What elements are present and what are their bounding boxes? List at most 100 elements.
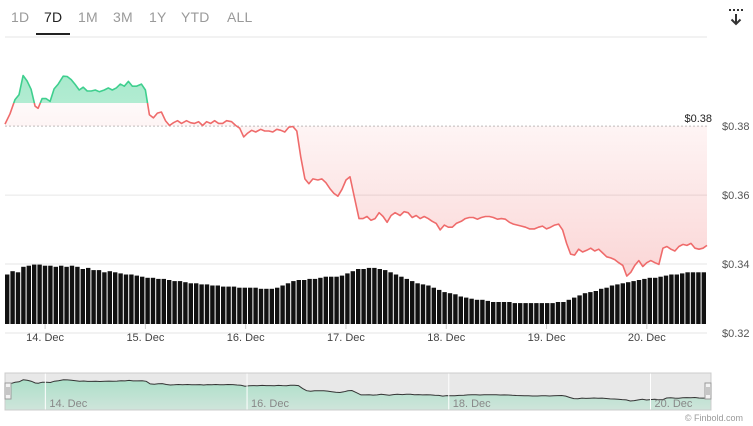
volume-bar [577,295,582,324]
x-tick-label: 18. Dec [427,332,465,344]
volume-bar [167,280,172,324]
volume-bar [480,299,485,324]
volume-bar [669,274,674,324]
navigator-tick-label: 18. Dec [453,398,491,410]
volume-bar [75,266,80,324]
volume-bar [653,277,658,324]
navigator-tick-label: 16. Dec [251,398,289,410]
volume-bar [388,272,393,324]
y-tick-label: $0.38 [722,121,750,133]
navigator[interactable]: 14. Dec 16. Dec 18. Dec 20. Dec [4,372,712,411]
navigator-tick-label: 14. Dec [49,398,87,410]
volume-bar [275,287,280,324]
volume-bar [383,270,388,324]
tab-ytd[interactable]: YTD [181,9,210,25]
volume-bar [561,302,566,324]
volume-bar [188,283,193,324]
volume-bar [685,272,690,324]
tab-1y[interactable]: 1Y [149,9,167,25]
active-tab-indicator [36,33,70,35]
volume-bar [534,303,539,324]
volume-bar [107,271,112,324]
volume-bar [658,276,663,324]
tab-all[interactable]: ALL [227,9,253,25]
volume-bar [345,273,350,324]
volume-bar [555,302,561,324]
volume-bar [609,285,615,324]
price-area-below [5,103,707,277]
volume-bar [10,271,15,324]
volume-bar [631,281,636,324]
volume-bar [26,265,31,324]
volume-bar [642,278,647,324]
volume-bar [199,284,204,324]
volume-bar [437,289,442,324]
volume-bar [302,280,307,324]
navigator-area [5,379,711,410]
volume-bar [690,272,696,324]
tab-3m[interactable]: 3M [113,9,133,25]
tab-7d[interactable]: 7D [44,9,63,25]
volume-bar [496,302,501,324]
volume-bar [150,277,156,324]
volume-bar [366,267,372,324]
volume-bar [420,284,426,324]
volume-bar [491,302,496,324]
tab-1m[interactable]: 1M [78,9,98,25]
volume-bar [566,299,571,324]
volume-bar [663,275,669,324]
volume-bar [550,303,555,324]
volume-bar [415,283,420,324]
volume-bar [356,269,361,324]
volume-bar [615,284,620,324]
volume-bar [361,269,366,324]
volume-bar [377,269,382,324]
volume-bar [588,292,593,324]
volume-bar [323,276,328,324]
credit-label: © Finbold.com [684,413,743,423]
tab-1d[interactable]: 1D [11,9,30,25]
volume-bar [96,270,102,324]
navigator-line [4,379,712,402]
x-tick-label: 20. Dec [628,332,666,344]
x-axis: 14. Dec 15. Dec 16. Dec 17. Dec 18. Dec 19. D… [26,324,666,344]
download-icon[interactable] [728,8,746,28]
x-tick-label: 14. Dec [26,332,64,344]
volume-bar [91,270,96,324]
volume-bar [21,266,26,324]
volume-bar [696,272,701,324]
volume-bar [172,281,177,324]
volume-bar [507,302,512,324]
volume-bar [291,281,296,324]
volume-bar [442,292,447,324]
volume-bar [237,287,242,324]
volume-bar [285,283,291,324]
navigator-handle-right[interactable] [704,382,712,400]
volume-bar [15,272,21,324]
volume-bar [53,266,58,324]
volume-bar [680,273,685,324]
navigator-tick-label: 20. Dec [654,398,692,410]
volume-bar [5,274,10,324]
volume-bar [183,282,188,324]
volume-bar [620,283,625,324]
volume-bar [269,288,274,324]
volume-bar [329,276,334,324]
volume-bar [604,287,609,324]
volume-bar [48,265,53,324]
volume-bar [453,294,458,324]
volume-bar [296,280,301,324]
volume-bar [318,277,323,324]
volume-bar [372,267,377,324]
volume-bar [528,303,534,324]
volume-bar [140,276,145,324]
volume-bar [539,303,544,324]
volume-bar [221,286,226,324]
volume-bar [334,276,339,324]
navigator-handle-left[interactable] [4,382,12,400]
volume-bar [42,265,48,324]
volume-bar [426,285,431,324]
volume-bar [226,286,231,324]
volume-bar [118,273,123,324]
